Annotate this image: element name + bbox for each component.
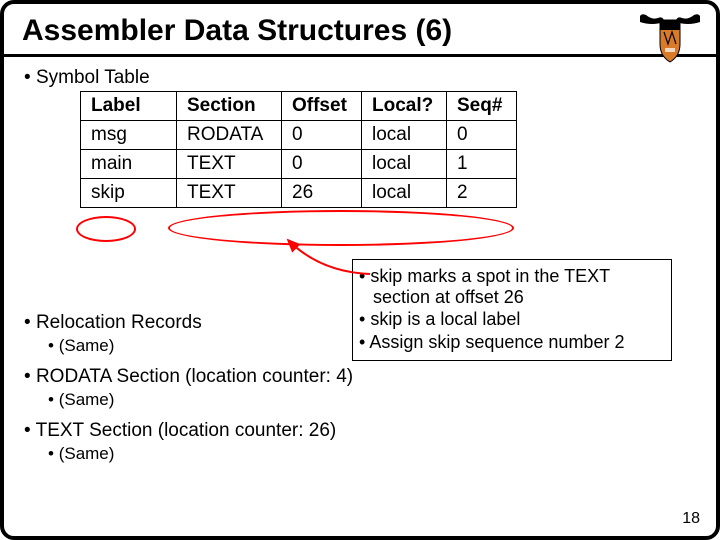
callout-item: skip is a local label bbox=[359, 309, 661, 330]
col-section: Section bbox=[177, 92, 282, 121]
col-seq: Seq# bbox=[447, 92, 517, 121]
symbol-table: Label Section Offset Local? Seq# msg ROD… bbox=[80, 91, 517, 208]
table-row: main TEXT 0 local 1 bbox=[81, 150, 517, 179]
rodata-sub: (Same) bbox=[24, 390, 696, 410]
text-heading: TEXT Section (location counter: 26) bbox=[24, 420, 696, 442]
col-label: Label bbox=[81, 92, 177, 121]
callout-item: skip marks a spot in the TEXT section at… bbox=[359, 266, 661, 308]
callout-item: Assign skip sequence number 2 bbox=[359, 332, 661, 353]
rodata-heading: RODATA Section (location counter: 4) bbox=[24, 366, 696, 388]
text-sub: (Same) bbox=[24, 444, 696, 464]
symbol-table-heading: Symbol Table bbox=[24, 67, 696, 89]
table-row: msg RODATA 0 local 0 bbox=[81, 121, 517, 150]
col-local: Local? bbox=[362, 92, 447, 121]
col-offset: Offset bbox=[282, 92, 362, 121]
slide-title: Assembler Data Structures (6) bbox=[4, 4, 716, 57]
table-header-row: Label Section Offset Local? Seq# bbox=[81, 92, 517, 121]
callout-box: skip marks a spot in the TEXT section at… bbox=[352, 259, 672, 361]
page-number: 18 bbox=[682, 510, 700, 528]
princeton-logo bbox=[638, 12, 702, 73]
table-row: skip TEXT 26 local 2 bbox=[81, 179, 517, 208]
slide-frame: Assembler Data Structures (6) Symbol Tab… bbox=[0, 0, 720, 540]
